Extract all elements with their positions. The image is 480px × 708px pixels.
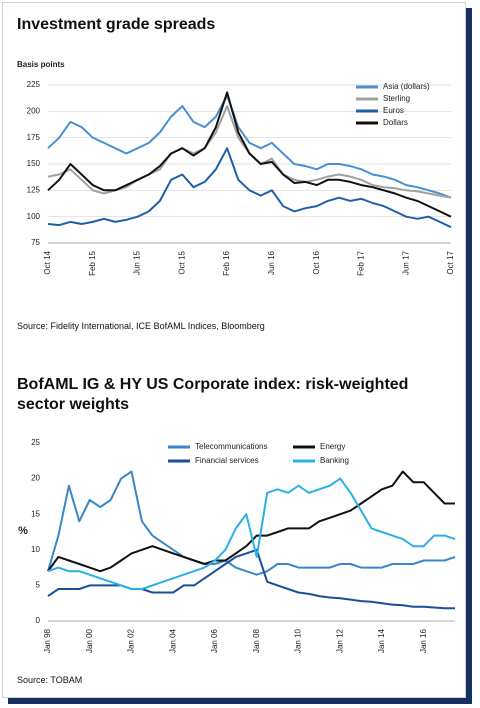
legend-label: Euros xyxy=(383,106,404,115)
y-tick-label: 175 xyxy=(27,133,41,142)
y-tick-label: 150 xyxy=(27,159,41,168)
y-tick-label: 25 xyxy=(31,438,40,447)
x-tick-label: Oct 17 xyxy=(446,250,455,274)
line xyxy=(47,470,455,573)
line xyxy=(47,147,452,229)
x-tick-label: Jan 16 xyxy=(419,628,428,653)
x-tick-label: Oct 15 xyxy=(177,250,186,274)
chart: % 0 5 10 15 20 25 Jan 98 Jan 00 Jan 02 Jan 04 Jan 0… xyxy=(18,438,456,653)
chart: Basis points 75 100 125 150 175 200 225 Oct 14 Fe… xyxy=(17,60,455,276)
legend-label: Dollars xyxy=(383,118,408,127)
x-tick-label: Oct 14 xyxy=(43,250,52,274)
x-tick-label: Feb 16 xyxy=(222,250,231,275)
x-tick-label: Jan 98 xyxy=(43,628,52,653)
legend-label: Financial services xyxy=(195,456,259,465)
chart-title: Investment grade spreads xyxy=(17,16,216,33)
legend-label: Banking xyxy=(320,456,349,465)
y-tick-label: 0 xyxy=(36,616,41,625)
x-tick-label: Jun 16 xyxy=(267,250,276,275)
legend-label: Energy xyxy=(320,442,345,451)
line xyxy=(47,91,452,218)
y-tick-label: 200 xyxy=(27,106,41,115)
line xyxy=(47,477,456,590)
y-tick-label: 75 xyxy=(31,238,40,247)
x-tick-label: Feb 15 xyxy=(88,250,97,275)
line xyxy=(47,548,455,610)
x-tick-label: Feb 17 xyxy=(357,250,366,275)
line xyxy=(47,470,456,576)
source: Source: TOBAM xyxy=(17,675,83,685)
y-tick-label: 225 xyxy=(27,80,41,89)
x-tick-label: Jan 08 xyxy=(252,628,261,653)
legend-label: Telecommunications xyxy=(195,442,267,451)
y-axis-label: % xyxy=(18,525,28,537)
x-tick-label: Jan 12 xyxy=(335,628,344,653)
x-tick-label: Oct 16 xyxy=(312,250,321,274)
legend-label: Sterling xyxy=(383,94,410,103)
x-tick-label: Jan 02 xyxy=(127,628,136,653)
y-tick-label: 15 xyxy=(31,509,40,518)
y-tick-label: 125 xyxy=(27,185,41,194)
x-tick-label: Jun 15 xyxy=(133,250,142,275)
y-tick-label: 5 xyxy=(36,581,41,590)
card: Investment grade spreads Basis points 75 1… xyxy=(2,2,466,698)
y-tick-label: 100 xyxy=(27,212,41,221)
y-axis-label: Basis points xyxy=(17,60,65,69)
x-tick-label: Jan 14 xyxy=(377,628,386,653)
x-tick-label: Jan 10 xyxy=(294,628,303,653)
y-tick-label: 10 xyxy=(31,545,40,554)
legend-label: Asia (dollars) xyxy=(383,82,430,91)
line xyxy=(47,94,452,199)
chart-title: BofAML IG & HY US Corporate index: risk-… xyxy=(17,376,409,413)
y-tick-label: 20 xyxy=(31,474,40,483)
x-tick-label: Jun 17 xyxy=(401,250,410,275)
x-tick-label: Jan 00 xyxy=(85,628,94,653)
source: Source: Fidelity International, ICE BofA… xyxy=(17,321,265,331)
x-tick-label: Jan 06 xyxy=(210,628,219,653)
x-tick-label: Jan 04 xyxy=(168,628,177,653)
